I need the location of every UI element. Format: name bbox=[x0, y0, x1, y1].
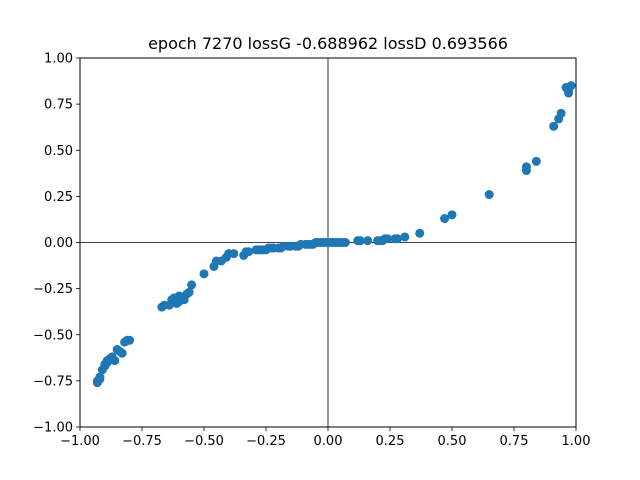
data-point bbox=[184, 287, 194, 297]
data-points bbox=[92, 81, 576, 388]
x-tick-label: 1.00 bbox=[562, 434, 591, 449]
data-point bbox=[383, 234, 393, 244]
data-point bbox=[566, 81, 576, 91]
data-point bbox=[447, 210, 457, 220]
data-point bbox=[187, 280, 197, 290]
data-point bbox=[95, 372, 105, 382]
data-point bbox=[229, 249, 239, 259]
data-point bbox=[363, 236, 373, 246]
x-tick-label: −1.00 bbox=[60, 434, 100, 449]
y-tick-label: −1.00 bbox=[33, 421, 73, 436]
chart-title: epoch 7270 lossG -0.688962 lossD 0.69356… bbox=[148, 34, 508, 53]
x-tick-label: −0.50 bbox=[184, 434, 224, 449]
data-point bbox=[531, 156, 541, 166]
data-point bbox=[117, 348, 127, 358]
data-point bbox=[199, 269, 209, 279]
x-tick-label: 0.50 bbox=[438, 434, 467, 449]
data-point bbox=[400, 232, 410, 242]
data-point bbox=[244, 247, 254, 257]
x-axis-ticks: −1.00 −0.75 −0.50 −0.25 0.00 0.25 0.50 0.75 1.00 bbox=[60, 427, 590, 449]
data-point bbox=[355, 236, 365, 246]
y-tick-label: −0.25 bbox=[33, 282, 73, 297]
data-point bbox=[415, 228, 425, 238]
data-point bbox=[392, 234, 402, 244]
x-tick-label: 0.75 bbox=[500, 434, 529, 449]
y-tick-label: 0.00 bbox=[44, 236, 73, 251]
x-tick-label: 0.00 bbox=[314, 434, 343, 449]
data-point bbox=[484, 190, 494, 200]
y-tick-label: 0.75 bbox=[44, 98, 73, 113]
y-axis-ticks: −1.00 −0.75 −0.50 −0.25 0.00 0.25 0.50 0.75 1.00 bbox=[33, 52, 80, 436]
data-point bbox=[125, 335, 135, 345]
y-tick-label: 1.00 bbox=[44, 52, 73, 67]
data-point bbox=[521, 162, 531, 172]
data-point bbox=[340, 238, 350, 247]
data-point bbox=[556, 108, 566, 118]
y-tick-label: −0.50 bbox=[33, 328, 73, 343]
y-tick-label: 0.50 bbox=[44, 144, 73, 159]
y-tick-label: 0.25 bbox=[44, 190, 73, 205]
x-tick-label: −0.25 bbox=[246, 434, 286, 449]
x-tick-label: −0.75 bbox=[122, 434, 162, 449]
data-point bbox=[549, 121, 559, 131]
data-point bbox=[440, 214, 450, 224]
data-point bbox=[110, 356, 120, 366]
y-tick-label: −0.75 bbox=[33, 374, 73, 389]
x-tick-label: 0.25 bbox=[376, 434, 405, 449]
